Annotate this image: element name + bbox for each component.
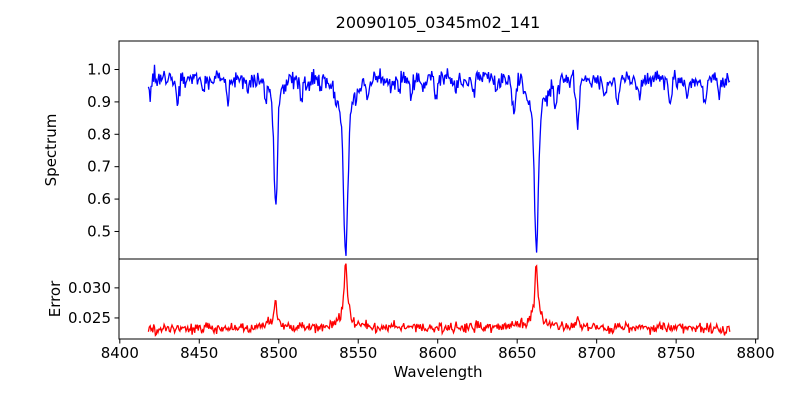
spectrum-y-tick-label: 0.6 <box>87 190 111 208</box>
ticks-layer: 8400 8450 8500 8550 8600 8650 8700 8750 8800 0.5 0… <box>68 61 775 362</box>
spectrum-y-tick-label: 0.5 <box>87 222 111 240</box>
spectrum-y-tick-label: 0.9 <box>87 93 111 111</box>
y-axis-label-error: Error <box>46 280 64 317</box>
spectrum-panel-frame <box>118 40 759 260</box>
chart-title: 20090105_0345m02_141 <box>336 13 541 33</box>
x-tick-label: 8700 <box>578 344 616 362</box>
x-tick-label: 8750 <box>657 344 695 362</box>
x-axis-label: Wavelength <box>394 363 483 381</box>
error-line <box>147 263 731 337</box>
data-lines-layer <box>147 64 731 337</box>
error-panel-frame <box>118 258 759 340</box>
spectrum-y-tick-label: 1.0 <box>87 61 111 79</box>
x-tick-label: 8550 <box>339 344 377 362</box>
x-tick-label: 8800 <box>737 344 775 362</box>
error-y-tick-label: 0.025 <box>68 309 111 327</box>
spectrum-line <box>147 64 731 256</box>
x-tick-label: 8600 <box>419 344 457 362</box>
x-tick-label: 8450 <box>180 344 218 362</box>
x-tick-label: 8500 <box>260 344 298 362</box>
x-tick-label: 8400 <box>101 344 139 362</box>
error-y-tick-label: 0.030 <box>68 279 111 297</box>
x-tick-label: 8650 <box>498 344 536 362</box>
spectrum-y-tick-label: 0.8 <box>87 125 111 143</box>
y-axis-label-spectrum: Spectrum <box>42 114 60 187</box>
spectrum-y-tick-label: 0.7 <box>87 158 111 176</box>
